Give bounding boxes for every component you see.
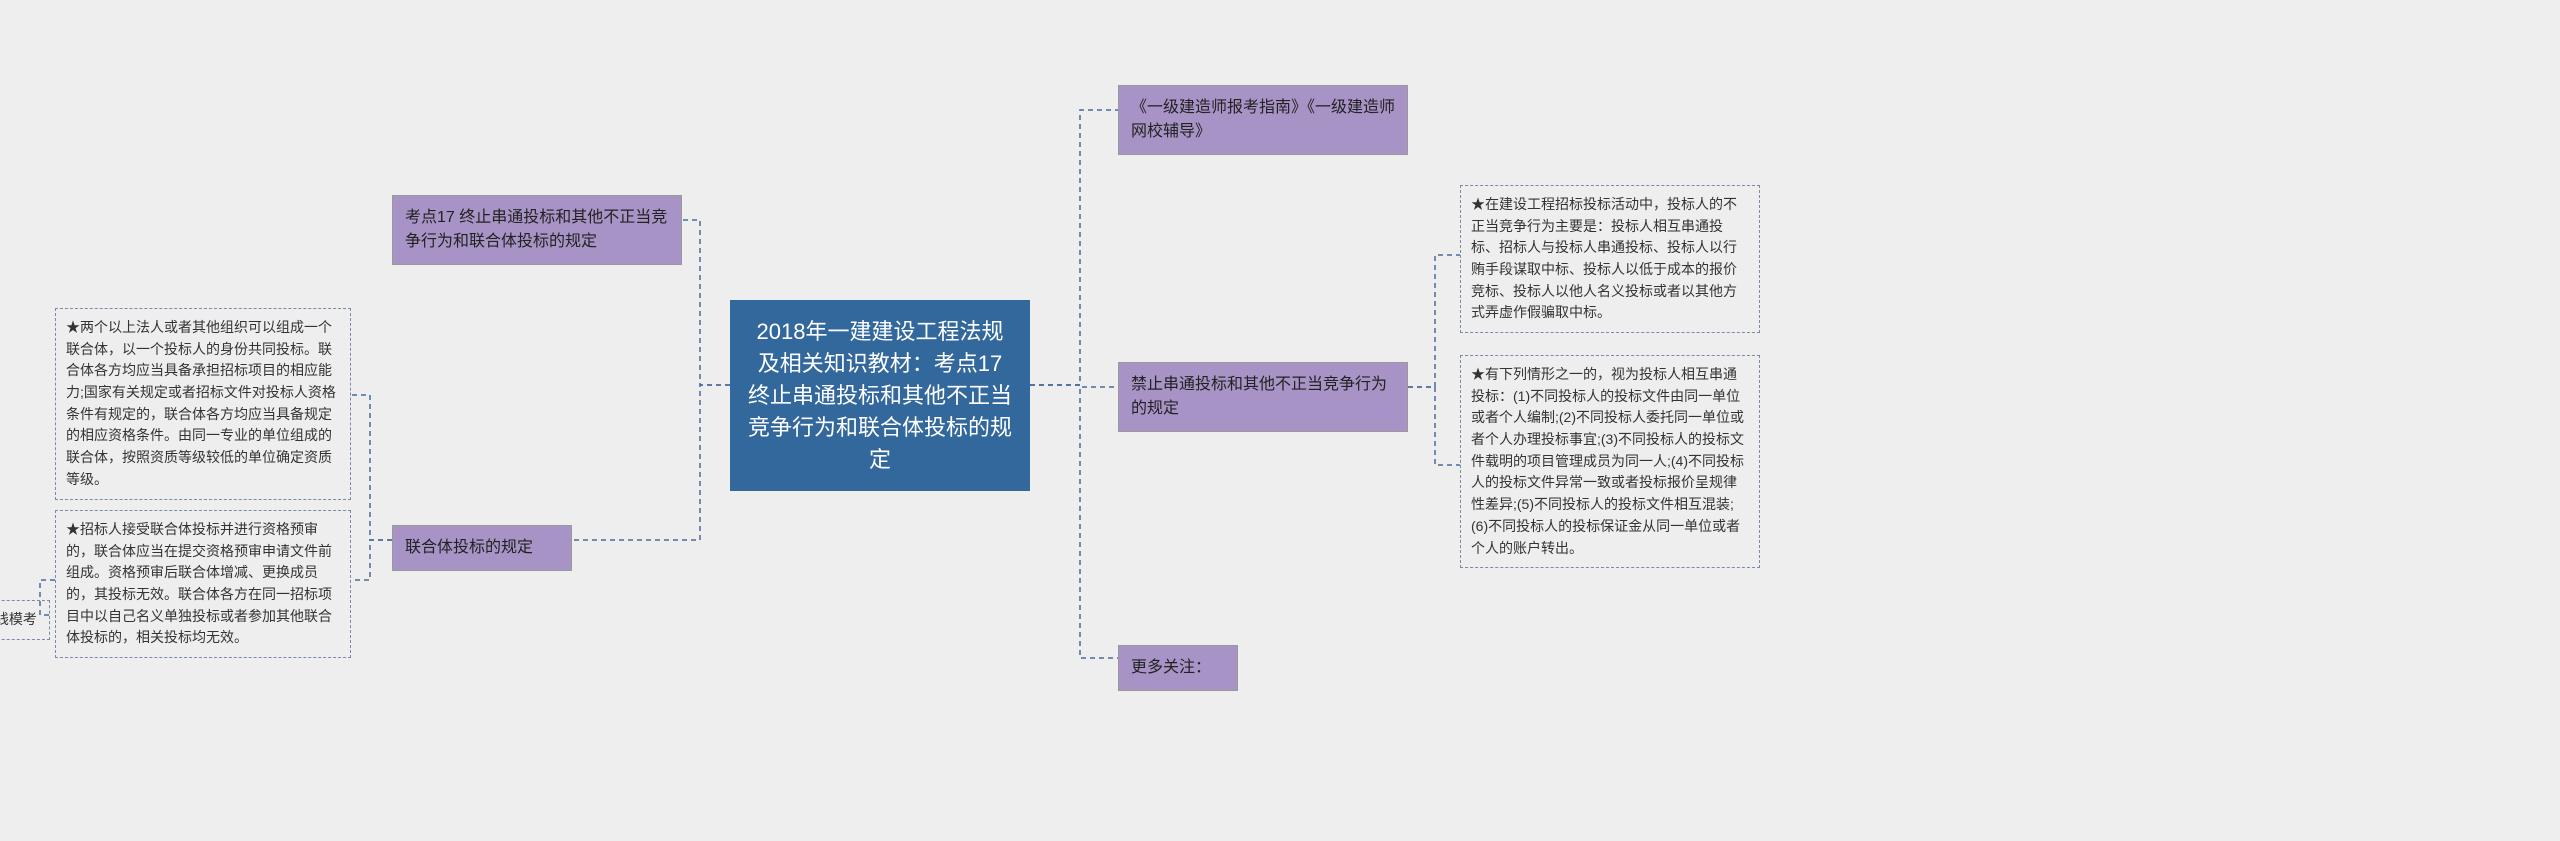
extra-leaf: 获取一建资讯信息 刷题、备考、在线模考	[0, 600, 50, 640]
connector-1	[572, 385, 730, 540]
connector-9	[1408, 387, 1460, 465]
right-branch-2: 更多关注：	[1118, 645, 1238, 691]
right-leaf-1-0: ★在建设工程招标投标活动中，投标人的不正当竞争行为主要是：投标人相互串通投标、招…	[1460, 185, 1760, 333]
connector-8	[1408, 255, 1460, 387]
connector-5	[1030, 110, 1118, 385]
left-leaf-1-1: ★招标人接受联合体投标并进行资格预审的，联合体应当在提交资格预审申请文件前组成。…	[55, 510, 351, 658]
left-branch-1: 联合体投标的规定	[392, 525, 572, 571]
connector-7	[1030, 385, 1118, 658]
connector-3	[351, 540, 392, 580]
right-branch-0: 《一级建造师报考指南》《一级建造师网校辅导》	[1118, 85, 1408, 155]
left-branch-0: 考点17 终止串通投标和其他不正当竞争行为和联合体投标的规定	[392, 195, 682, 265]
left-leaf-1-0: ★两个以上法人或者其他组织可以组成一个联合体，以一个投标人的身份共同投标。联合体…	[55, 308, 351, 500]
root-node: 2018年一建建设工程法规及相关知识教材：考点17 终止串通投标和其他不正当竞争…	[730, 300, 1030, 491]
right-leaf-1-1: ★有下列情形之一的，视为投标人相互串通投标：(1)不同投标人的投标文件由同一单位…	[1460, 355, 1760, 568]
connector-0	[682, 220, 730, 385]
connector-6	[1030, 385, 1118, 387]
right-branch-1: 禁止串通投标和其他不正当竞争行为的规定	[1118, 362, 1408, 432]
connector-2	[351, 395, 392, 540]
